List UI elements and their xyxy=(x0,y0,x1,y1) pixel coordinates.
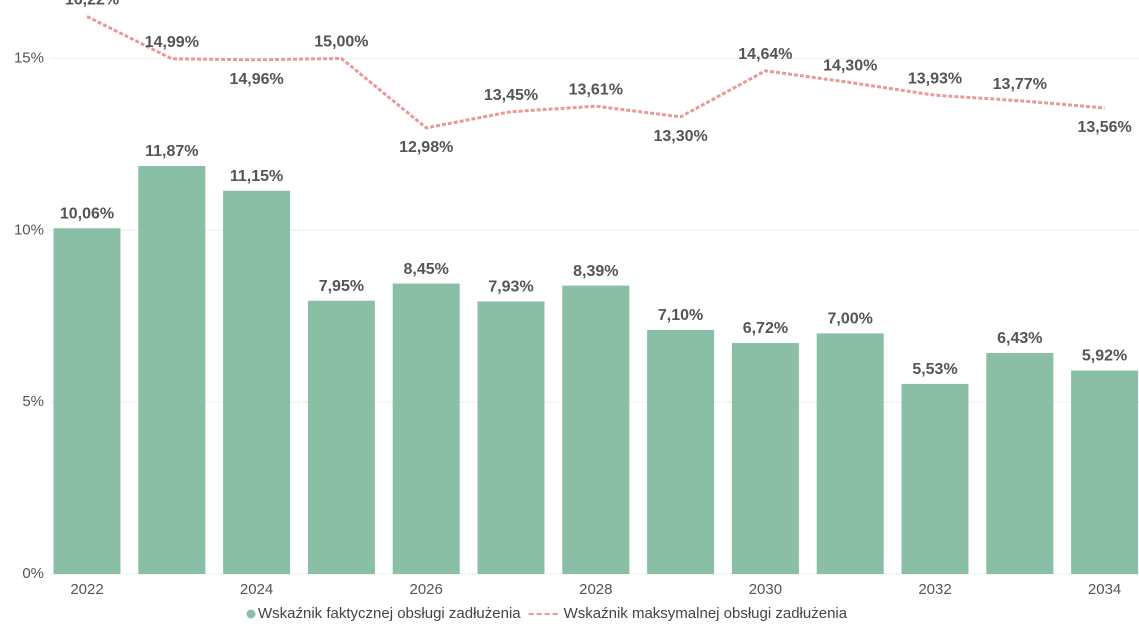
data-label: 11,87% xyxy=(145,143,198,160)
x-tick-label: 2034 xyxy=(1088,581,1121,598)
bar xyxy=(647,329,715,574)
data-label: 12,98% xyxy=(399,139,453,156)
y-tick-label: 15% xyxy=(14,49,44,66)
data-label: 5,92% xyxy=(1082,348,1127,365)
data-label: 5,53% xyxy=(912,361,957,378)
x-tick-label: 2030 xyxy=(749,581,782,598)
data-label: 14,96% xyxy=(229,71,283,88)
x-tick-label: 2026 xyxy=(410,581,443,598)
x-tick-label: 2024 xyxy=(240,581,273,598)
bar xyxy=(562,285,630,574)
legend-swatch xyxy=(246,609,256,619)
legend-label: Wskaźnik faktycznej obsługi zadłużenia xyxy=(258,605,521,622)
data-label: 13,77% xyxy=(993,76,1047,93)
data-label: 16,22% xyxy=(65,0,119,9)
data-label: 13,56% xyxy=(1077,119,1131,136)
bar xyxy=(223,190,291,574)
data-label: 7,10% xyxy=(658,307,703,324)
data-label: 8,45% xyxy=(404,261,449,278)
data-label: 13,93% xyxy=(908,70,962,87)
x-tick-label: 2032 xyxy=(918,581,951,598)
bar xyxy=(816,333,884,574)
bar xyxy=(138,166,206,574)
data-label: 11,15% xyxy=(230,168,283,185)
data-label: 14,64% xyxy=(738,46,792,63)
y-tick-label: 0% xyxy=(22,565,44,582)
data-label: 14,99% xyxy=(145,34,199,51)
data-label: 8,39% xyxy=(573,263,618,280)
legend-label: Wskaźnik maksymalnej obsługi zadłużenia xyxy=(564,605,848,622)
data-label: 15,00% xyxy=(314,34,368,51)
bar xyxy=(477,301,545,574)
data-label: 10,06% xyxy=(60,205,114,222)
x-tick-label: 2028 xyxy=(579,581,612,598)
bar xyxy=(1071,370,1139,574)
bar xyxy=(731,343,799,574)
data-label: 7,95% xyxy=(319,278,364,295)
bar xyxy=(901,383,969,574)
data-label: 13,45% xyxy=(484,87,538,104)
data-label: 7,00% xyxy=(828,311,873,328)
bar xyxy=(53,228,121,574)
data-label: 13,61% xyxy=(569,81,623,98)
bar xyxy=(986,352,1054,574)
data-label: 6,72% xyxy=(743,320,788,337)
x-tick-label: 2022 xyxy=(70,581,103,598)
y-tick-label: 5% xyxy=(22,393,44,410)
data-label: 7,93% xyxy=(488,279,533,296)
bar xyxy=(307,300,375,574)
data-label: 6,43% xyxy=(997,330,1042,347)
data-label: 13,30% xyxy=(653,128,707,145)
data-label: 14,30% xyxy=(823,58,877,75)
y-tick-label: 10% xyxy=(14,221,44,238)
bar xyxy=(392,283,460,574)
